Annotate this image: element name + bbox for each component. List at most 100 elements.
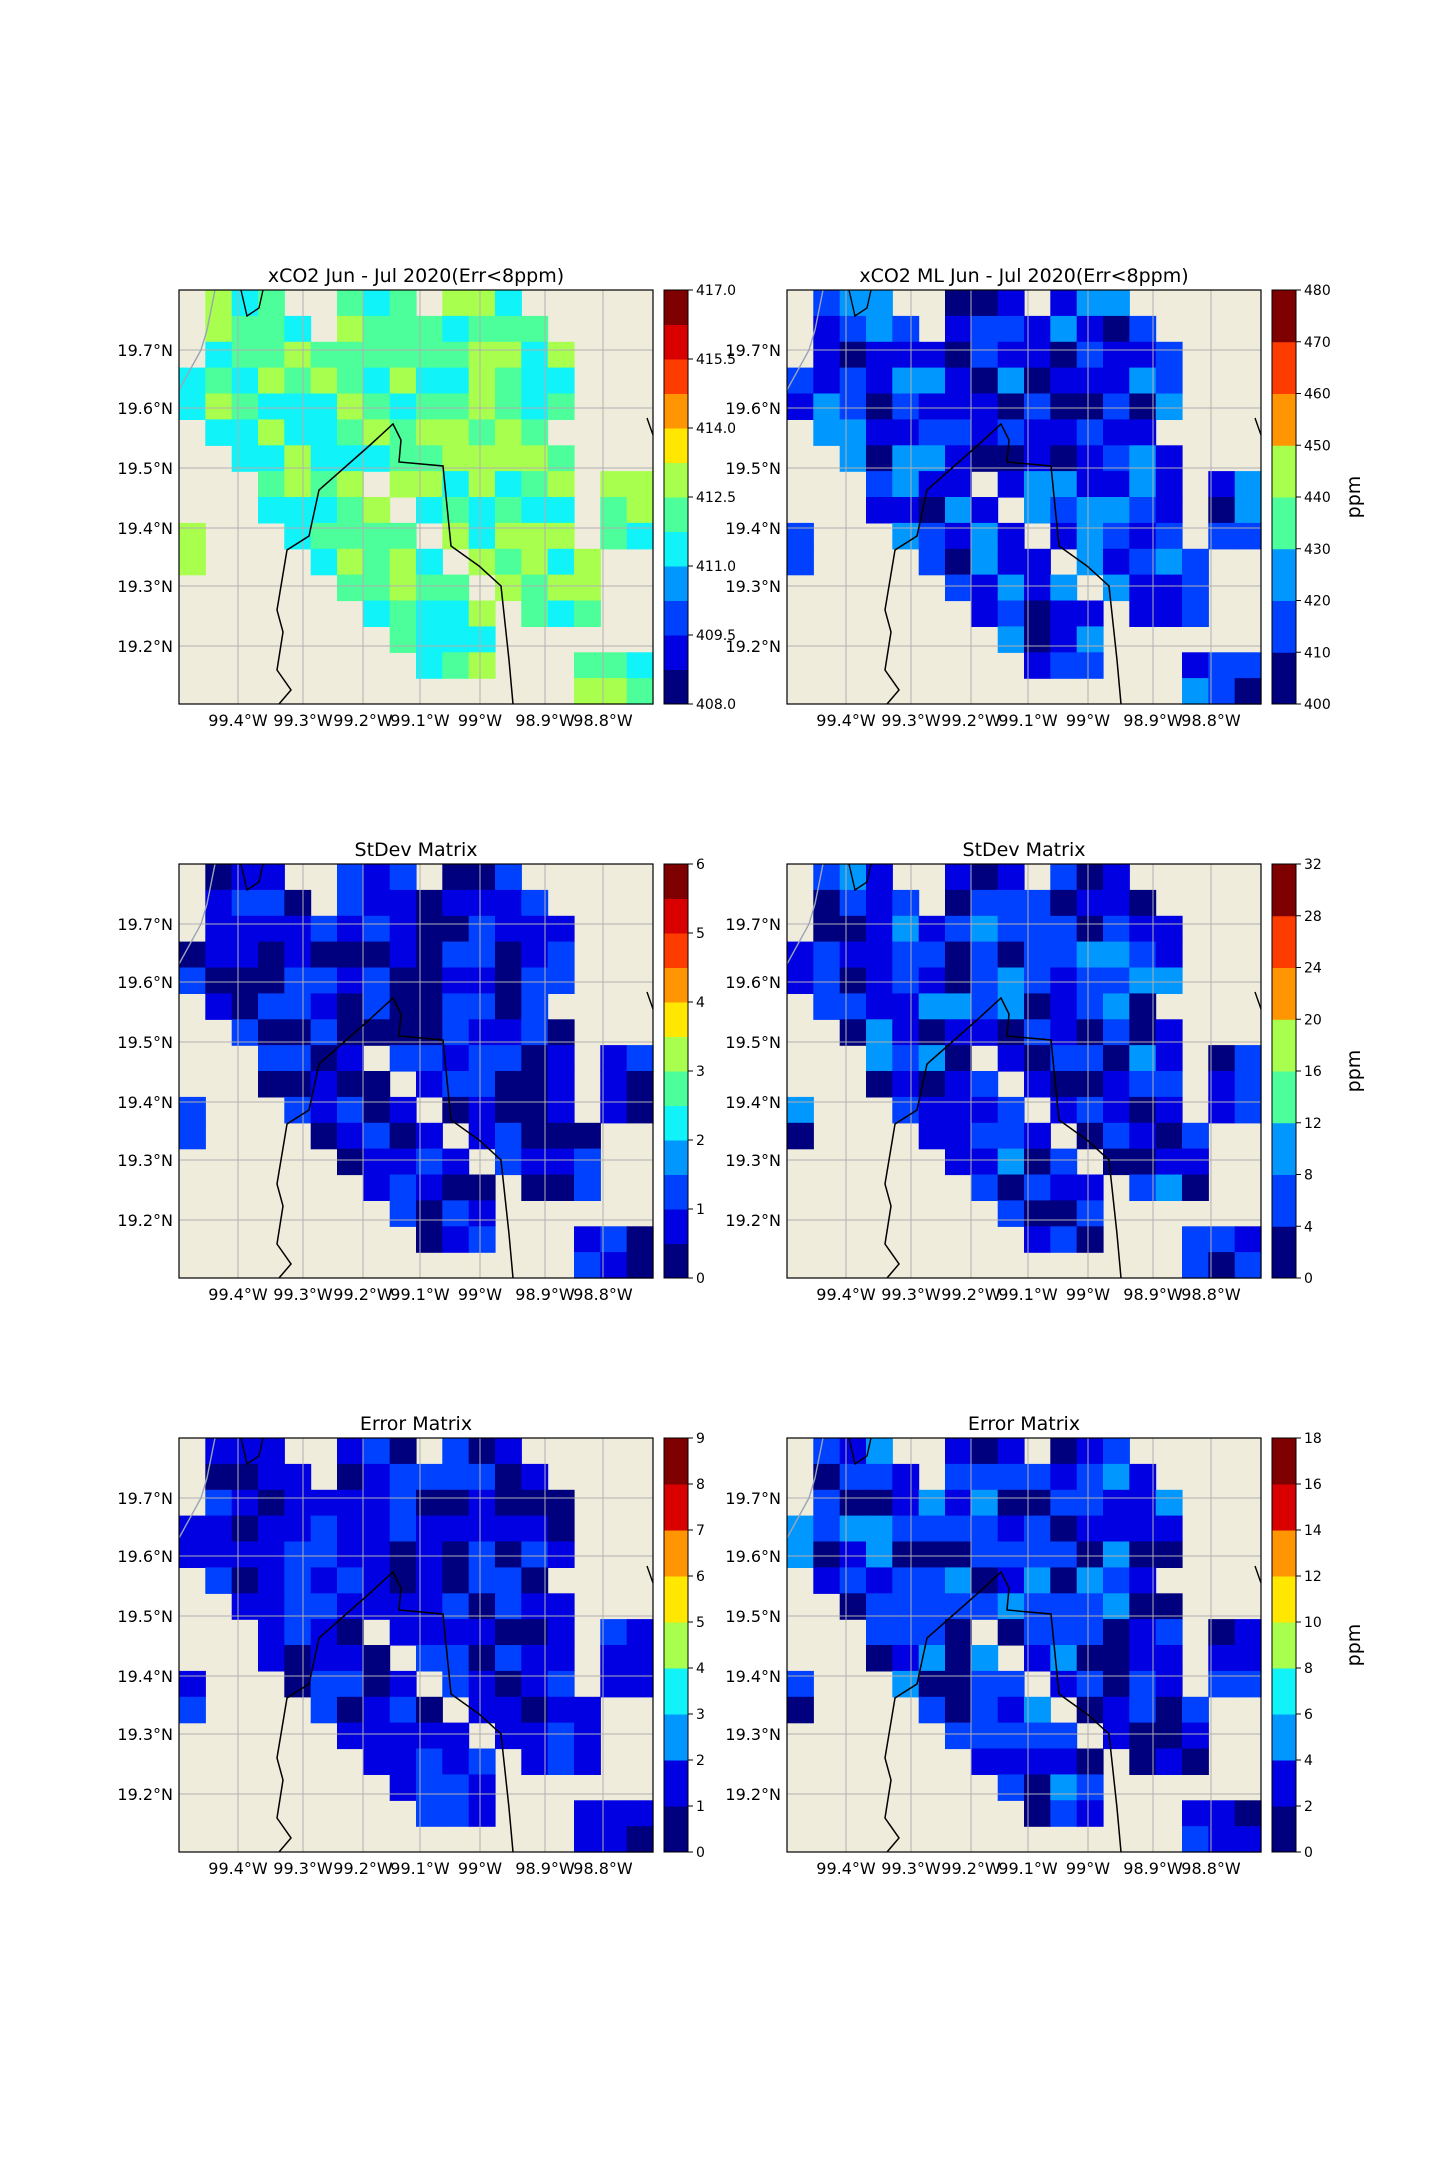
colorbar-tick-label: 0 <box>1304 1845 1313 1861</box>
data-cell <box>521 471 549 498</box>
map-frame <box>178 1437 654 1853</box>
data-cell <box>310 1541 338 1568</box>
data-cell <box>600 1800 628 1827</box>
data-cell <box>231 315 259 343</box>
data-cell <box>521 1670 549 1698</box>
data-cell <box>521 522 549 550</box>
data-cell <box>600 1226 628 1253</box>
data-cell <box>1155 367 1183 395</box>
data-cell <box>337 915 364 943</box>
data-cell <box>284 1515 312 1543</box>
data-cell <box>866 445 893 472</box>
data-cell <box>1076 341 1104 369</box>
data-cell <box>547 497 575 524</box>
data-cell <box>468 941 496 969</box>
data-cell <box>1103 367 1130 395</box>
data-cell <box>389 941 417 969</box>
data-cell <box>892 393 920 420</box>
lat-tick-label: 19.2°N <box>725 1785 781 1804</box>
data-cell <box>310 548 338 576</box>
data-cell <box>258 967 285 994</box>
data-cell <box>442 1541 470 1568</box>
lat-tick-label: 19.6°N <box>117 973 173 992</box>
data-cell <box>310 915 338 943</box>
data-cell <box>389 1748 417 1775</box>
data-cell <box>626 1826 654 1853</box>
data-cell <box>997 626 1025 653</box>
data-cell <box>997 1774 1025 1801</box>
data-cell <box>1076 1226 1104 1253</box>
data-cell <box>626 1619 654 1646</box>
data-cell <box>258 367 285 395</box>
data-cell <box>971 1096 999 1124</box>
data-cell <box>1103 1619 1130 1646</box>
data-cell <box>1076 393 1104 420</box>
colorbar-level <box>664 967 688 1003</box>
data-cell <box>945 1619 972 1646</box>
data-cell <box>363 1071 391 1098</box>
data-cell <box>574 1252 601 1279</box>
data-cell <box>813 419 841 446</box>
data-cell <box>1155 1515 1183 1543</box>
data-cell <box>1182 548 1209 576</box>
data-cell <box>866 393 893 420</box>
data-cell <box>945 1096 972 1124</box>
data-cell <box>1129 548 1157 576</box>
data-cell <box>337 574 364 602</box>
data-cell <box>574 1174 601 1201</box>
data-cell <box>997 864 1025 891</box>
colorbar-tick-label: 3 <box>696 1707 705 1723</box>
lat-tick-label: 19.5°N <box>117 459 173 478</box>
data-cell <box>1234 1800 1262 1827</box>
colorbar-level <box>664 1140 688 1175</box>
boundary-line <box>1254 417 1262 436</box>
data-cell <box>363 1019 391 1046</box>
data-cell <box>363 600 391 627</box>
data-cell <box>363 1593 391 1620</box>
data-cell <box>813 915 841 943</box>
data-cell <box>1076 1541 1104 1568</box>
lat-tick-label: 19.5°N <box>117 1033 173 1052</box>
data-cell <box>1129 967 1157 994</box>
colorbar-tick-label: 9 <box>696 1431 705 1447</box>
data-cell <box>363 1174 391 1201</box>
data-cell <box>442 419 470 446</box>
data-cell <box>231 993 259 1020</box>
data-cell <box>389 626 417 653</box>
river-line <box>178 289 216 391</box>
data-cell <box>231 419 259 446</box>
data-cell <box>839 1515 867 1543</box>
river-line <box>178 1437 216 1539</box>
data-cell <box>971 341 999 369</box>
data-cell <box>1076 1619 1104 1646</box>
colorbar-level <box>664 531 688 567</box>
data-cell <box>787 393 814 420</box>
data-cell <box>918 1670 946 1698</box>
data-cell <box>1129 889 1157 917</box>
data-cell <box>521 1515 549 1543</box>
data-cell <box>1129 1463 1157 1491</box>
colorbar-level <box>664 290 688 325</box>
data-cell <box>521 548 549 576</box>
data-cell <box>971 574 999 602</box>
data-cell <box>1155 574 1183 602</box>
data-cell <box>945 864 972 891</box>
data-cell <box>1076 315 1104 343</box>
colorbar-level <box>664 600 688 636</box>
data-cell <box>971 1670 999 1698</box>
data-cell <box>866 471 893 498</box>
boundary-line <box>646 991 654 1010</box>
data-cell <box>205 1463 233 1491</box>
data-cell <box>1182 1826 1209 1853</box>
data-cell <box>389 915 417 943</box>
data-cell <box>945 341 972 369</box>
boundary-line <box>240 289 264 318</box>
data-cell <box>892 367 920 395</box>
data-cell <box>468 1748 496 1775</box>
data-cell <box>495 1619 522 1646</box>
data-cell <box>495 574 522 602</box>
data-cell <box>600 522 628 550</box>
data-cell <box>521 1696 549 1724</box>
data-cell <box>1129 1593 1157 1620</box>
data-cell <box>495 1148 522 1176</box>
